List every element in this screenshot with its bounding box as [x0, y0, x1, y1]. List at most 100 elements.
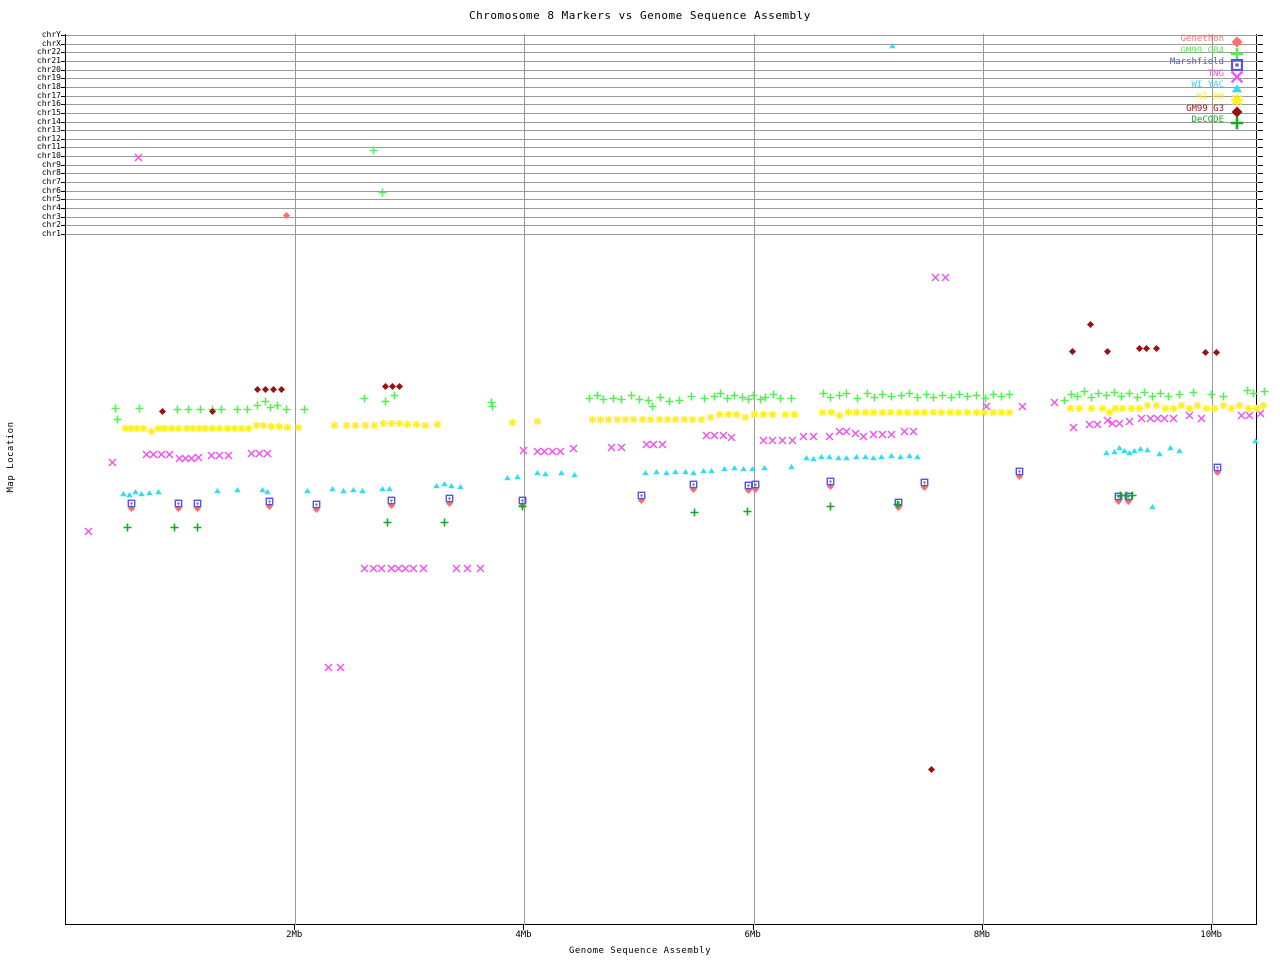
- legend-item-decode[interactable]: DeCODE: [1108, 115, 1258, 130]
- data-point-wi-yac: [503, 473, 512, 482]
- data-point-gm99-gb4: [687, 392, 696, 401]
- data-point-tng: [1159, 413, 1169, 423]
- x-axis-gridline: [753, 34, 755, 241]
- legend-item-wi-yac[interactable]: WI YAC: [1108, 80, 1258, 93]
- legend-item-tng[interactable]: TNG: [1108, 69, 1258, 84]
- data-point-gm99-gb4: [929, 393, 938, 402]
- data-point-gm99-gb4: [878, 390, 887, 399]
- chromosome-gridline: [66, 78, 1258, 80]
- data-point-gm99-gb4: [981, 394, 990, 403]
- data-point-tng: [1255, 408, 1265, 418]
- data-point-marshfield: [1114, 492, 1123, 501]
- data-point-gm99-g3: [269, 385, 278, 394]
- y-axis-tick-mark: [61, 234, 66, 235]
- data-point-gm99-gb4: [863, 389, 872, 398]
- data-point-wi-yac: [213, 486, 222, 495]
- y-axis-tick-label: chr19: [36, 73, 61, 83]
- y-axis-tick-mark: [61, 95, 66, 97]
- x-axis-gridline: [524, 241, 526, 925]
- legend-marker-square-icon: [1230, 57, 1244, 72]
- data-point-wi-rh: [252, 421, 261, 430]
- data-point-wi-rh: [750, 410, 759, 419]
- data-point-wi-rh: [1210, 404, 1219, 413]
- data-point-marshfield: [445, 494, 454, 503]
- data-point-gm99-gb4: [1164, 392, 1173, 401]
- data-point-tng: [877, 429, 887, 439]
- data-point-marshfield: [193, 499, 202, 508]
- legend-item-gm99-gb4[interactable]: GM99 GB4: [1108, 45, 1258, 60]
- data-point-marshfield: [1124, 492, 1133, 501]
- legend-item-marshfield[interactable]: Marshfield: [1108, 57, 1258, 72]
- data-point-gm99-gb4: [585, 394, 594, 403]
- data-point-wi-yac: [1120, 446, 1129, 455]
- data-point-gm99-g3: [395, 382, 404, 391]
- data-point-wi-rh: [154, 424, 163, 433]
- data-point-wi-rh: [835, 411, 844, 420]
- data-point-wi-rh: [139, 424, 148, 433]
- y-axis-tick-mark-right: [1258, 35, 1263, 36]
- x-axis-tick-mark: [981, 925, 983, 930]
- data-point-wi-yac: [1102, 448, 1111, 457]
- y-axis-tick-mark: [61, 112, 66, 114]
- data-point-gm99-gb4: [390, 391, 399, 400]
- data-point-tng: [899, 426, 909, 436]
- legend-label: WI RH: [1196, 92, 1224, 102]
- data-point-wi-rh: [697, 415, 706, 424]
- y-axis-tick-mark: [61, 121, 66, 123]
- data-point-tng: [386, 563, 396, 573]
- legend-label: GM99 GB4: [1180, 45, 1224, 56]
- data-point-tng: [107, 457, 117, 467]
- x-axis-tick-mark: [523, 925, 525, 930]
- data-point-gm99-gb4: [135, 404, 144, 413]
- x-axis-tick-mark: [1211, 925, 1213, 930]
- data-point-wi-rh: [604, 415, 613, 424]
- legend-item-wi-rh[interactable]: WI RH: [1108, 92, 1258, 106]
- y-axis-tick-label: chr6: [41, 185, 61, 195]
- chromosome-gridline: [66, 104, 1258, 106]
- y-axis-tick-mark: [61, 173, 66, 175]
- x-axis-tick-label: 4Mb: [515, 930, 532, 940]
- data-point-gm99-gb4: [656, 393, 665, 402]
- legend-marker-plus-icon: [1230, 46, 1244, 60]
- data-point-tng: [532, 446, 542, 456]
- legend-item-genethon[interactable]: Genethon: [1108, 34, 1258, 48]
- data-point-gm99-gb4: [1110, 388, 1119, 397]
- data-point-wi-yac: [869, 453, 878, 462]
- data-point-tng: [1017, 401, 1027, 411]
- data-point-wi-yac: [1175, 446, 1184, 455]
- data-point-wi-yac: [662, 468, 671, 477]
- data-point-wi-rh: [412, 420, 421, 429]
- data-point-gm99-gb4: [1249, 389, 1258, 398]
- data-point-gm99-gb4: [253, 401, 262, 410]
- data-point-tng: [262, 448, 272, 458]
- data-point-wi-rh: [638, 415, 647, 424]
- data-point-gm99-g3: [381, 382, 390, 391]
- data-point-gm99-g3: [253, 385, 262, 394]
- y-axis-tick-label: chr4: [41, 203, 61, 213]
- data-point-gm99-gb4: [756, 395, 765, 404]
- y-axis-tick-mark-right: [1258, 216, 1263, 218]
- data-point-wi-yac: [877, 452, 886, 461]
- data-point-gm99-gb4: [111, 404, 120, 413]
- x-axis-gridline: [1212, 241, 1214, 925]
- y-axis-tick-mark-right: [1258, 43, 1263, 45]
- data-point-wi-rh: [215, 424, 224, 433]
- data-point-wi-rh: [912, 408, 921, 417]
- legend-item-gm99-g3[interactable]: GM99 G3: [1108, 103, 1258, 118]
- data-point-gm99-gb4: [599, 395, 608, 404]
- data-point-wi-yac: [689, 468, 698, 477]
- chromosome-gridline: [66, 112, 1258, 114]
- data-point-wi-rh: [1005, 408, 1014, 417]
- y-axis-tick-mark: [61, 60, 66, 62]
- y-axis-tick-label: chr15: [36, 107, 61, 117]
- data-point-wi-rh: [167, 424, 176, 433]
- data-point-tng: [908, 426, 918, 436]
- data-point-wi-yac: [533, 468, 542, 477]
- data-point-wi-yac: [339, 486, 348, 495]
- data-point-tng: [726, 432, 736, 442]
- legend-label: GM99 G3: [1186, 103, 1224, 114]
- data-point-tng: [133, 152, 143, 162]
- data-point-gm99-gb4: [648, 402, 657, 411]
- data-point-gm99-g3: [1142, 344, 1151, 353]
- y-axis-tick-mark-right: [1258, 104, 1263, 106]
